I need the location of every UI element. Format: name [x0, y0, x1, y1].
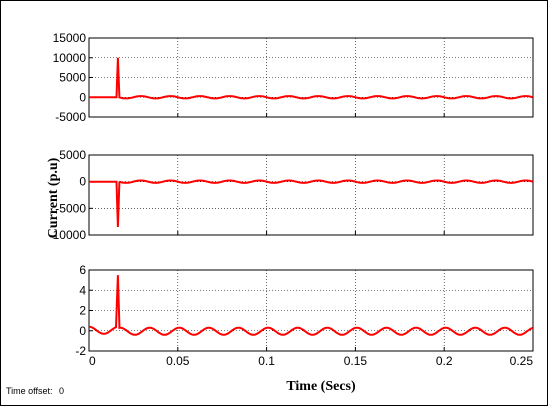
y-tick-label: 15000 [53, 31, 87, 45]
series-line-top [89, 57, 534, 100]
y-axis-label: Current (p.u) [46, 157, 61, 238]
x-axis-label: Time (Secs) [286, 379, 356, 394]
x-tick-label: 0.15 [344, 354, 368, 368]
y-tick-label: 0 [79, 90, 86, 104]
y-tick-label: -5000 [55, 110, 86, 124]
y-tick-label: -5000 [55, 201, 86, 215]
y-tick-label: 0 [79, 175, 86, 189]
x-tick-label: 0.1 [258, 354, 275, 368]
y-tick-label: 10000 [53, 228, 87, 242]
x-tick-label: 0.2 [436, 354, 453, 368]
time-offset-label: Time offset: [6, 386, 53, 396]
y-tick-label: 4 [79, 283, 86, 297]
y-tick-label: 2 [79, 304, 86, 318]
series-line-bottom [89, 275, 534, 336]
x-tick-label: 0.25 [510, 354, 534, 368]
x-tick-label: 0 [89, 354, 96, 368]
y-tick-label: 10000 [53, 51, 87, 65]
y-tick-label: -2 [75, 344, 86, 358]
panel-middle: 10000 -5000 0 5000 [53, 148, 534, 242]
axes-box-middle [88, 154, 534, 236]
y-tick-label: 5000 [59, 71, 86, 85]
time-offset-value: 0 [59, 386, 64, 396]
series-line-middle [89, 179, 534, 228]
y-tick-label: 0 [79, 324, 86, 338]
x-tick-label: 0.05 [166, 354, 190, 368]
y-tick-label: 6 [79, 263, 86, 277]
y-tick-label: 5000 [59, 148, 86, 162]
panel-top: -5000 0 5000 10000 15000 [53, 31, 534, 124]
